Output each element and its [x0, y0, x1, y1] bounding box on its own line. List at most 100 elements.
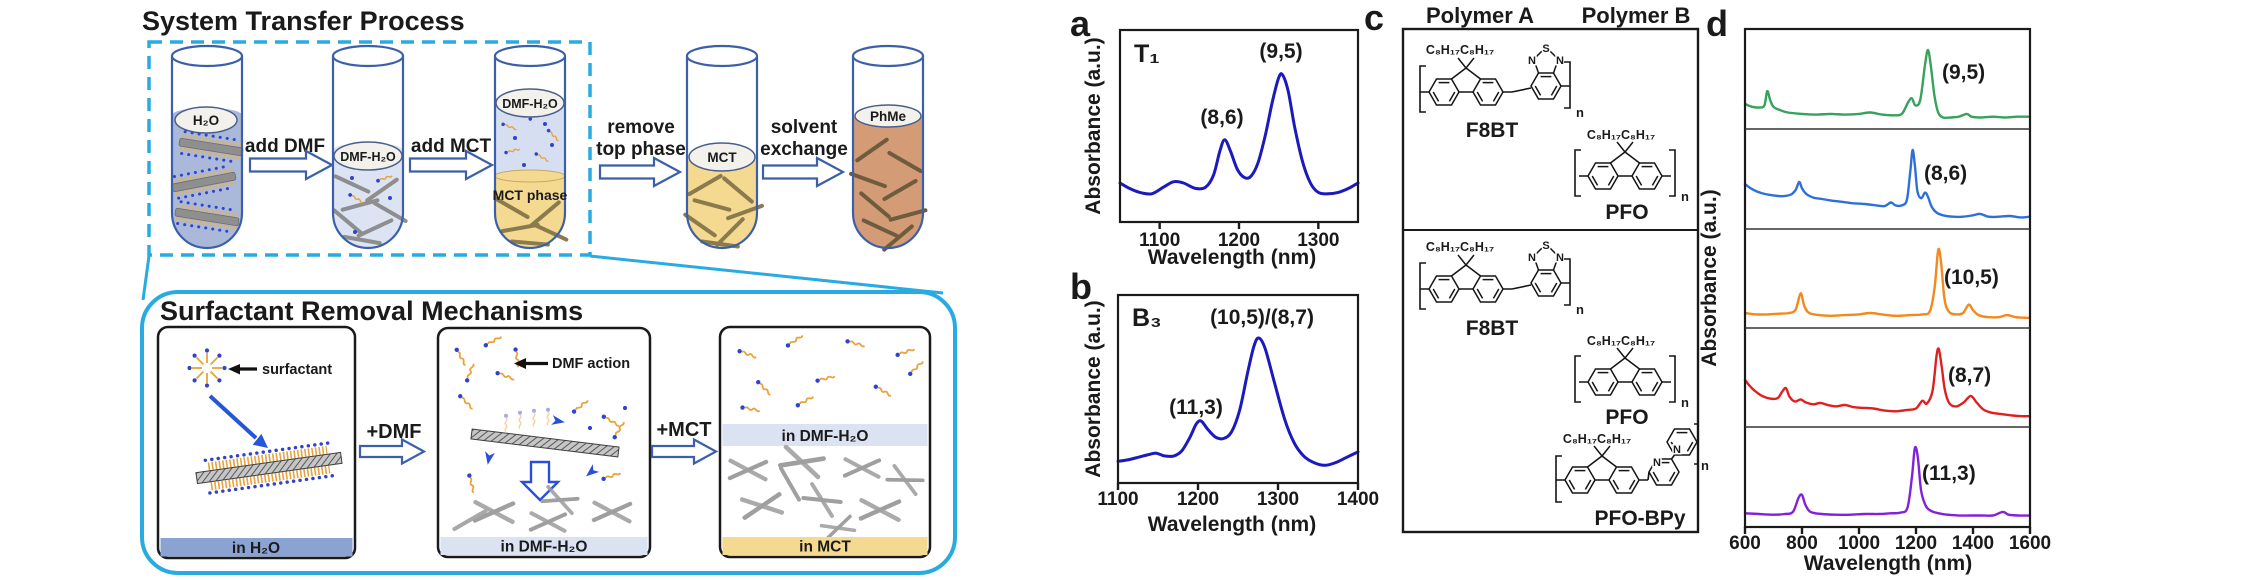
spectrum-curve-(11,3)	[1743, 445, 2032, 517]
polymer-table-box	[1401, 27, 1700, 534]
solvent-label-line1: solvent	[771, 117, 838, 138]
xlabel-d: Wavelength (nm)	[1804, 552, 1972, 575]
step-plus-mct: +MCT	[650, 419, 719, 466]
transfer-title: System Transfer Process	[142, 6, 465, 36]
peak-label-95: (9,5)	[1259, 40, 1302, 63]
band1-label: in H₂O	[232, 540, 280, 557]
tick-label: 1100	[1097, 489, 1138, 510]
panel-letter-c: c	[1364, 0, 1384, 38]
alkyl-label: C₈H₁₇C₈H₁₇	[1587, 128, 1655, 142]
tick-label: 1200	[1177, 489, 1219, 510]
tube-label-ellipse	[333, 141, 403, 171]
band3-bottom-label: in MCT	[799, 539, 851, 556]
ylabel-a: Absorbance (a.u.)	[1082, 37, 1105, 214]
alkyl-label: C₈H₁₇C₈H₁₇	[1426, 240, 1494, 254]
polymer-name-f8bt: F8BT	[1466, 119, 1519, 142]
tube-mct: MCT	[682, 44, 765, 250]
step-remove-top-phase: remove top phase	[596, 117, 686, 188]
band-dmf-top	[722, 424, 928, 446]
mechanism-box-dmf: DMF action in DMF-H	[436, 326, 652, 559]
remove-label-line1: remove	[607, 117, 675, 138]
tick-label: 1400	[1952, 533, 1994, 554]
xlabel-a: Wavelength (nm)	[1148, 246, 1316, 269]
tick-label: 1300	[1257, 489, 1299, 510]
subpanel-dividers	[1745, 128, 2030, 428]
plus-mct-label: +MCT	[657, 419, 712, 441]
tube-h2o: H₂O	[168, 44, 247, 250]
tick-label: 1000	[1838, 533, 1880, 554]
step-solvent-exchange: solvent exchange	[760, 117, 848, 188]
repeat-n: n	[1701, 458, 1709, 473]
peak-label-105-87: (10,5)/(8,7)	[1210, 306, 1314, 329]
structure-f8bt-1: n C₈H₁₇C₈H₁₇ F8BT	[1419, 43, 1584, 142]
mechanisms-title: Surfactant Removal Mechanisms	[160, 296, 583, 326]
solvent-label-line2: exchange	[760, 139, 848, 160]
tube-label-ellipse	[174, 106, 238, 134]
spectrum-b-curve	[1116, 336, 1360, 467]
polymer-name-f8bt: F8BT	[1466, 317, 1519, 340]
band-h2o	[160, 538, 353, 557]
chirality-label-86: (8,6)	[1924, 162, 1967, 185]
callout-lines	[141, 254, 944, 301]
axis-d: 600 800 1000 1200 1400 1600	[1729, 527, 2051, 554]
tick-label: 800	[1786, 533, 1818, 554]
right-arrow-icon	[358, 437, 427, 466]
plot-box-d	[1743, 27, 2032, 529]
structure-pfo-2: n C₈H₁₇C₈H₁₇ PFO	[1574, 334, 1689, 429]
header-polymer-a: Polymer A	[1426, 3, 1534, 28]
free-surfactant	[346, 173, 394, 234]
repeat-n: n	[1681, 189, 1689, 204]
chirality-label-95: (9,5)	[1942, 61, 1985, 84]
band-mct	[722, 537, 928, 555]
step-plus-dmf: +DMF	[358, 421, 427, 466]
ylabel-d: Absorbance (a.u.)	[1698, 189, 1721, 366]
band2-label: in DMF-H₂O	[501, 539, 588, 556]
axis-a: 1100 1200 1300	[1139, 222, 1339, 251]
step-add-mct: add MCT	[408, 136, 495, 181]
surfactant-label: surfactant	[262, 362, 332, 378]
spectrum-curve-(8,6)	[1743, 148, 2032, 219]
panel-letter-d: d	[1706, 3, 1728, 44]
tube-label-ellipse	[854, 104, 922, 128]
spectrum-curve-(9,5)	[1743, 48, 2032, 120]
polymer-name-pfo: PFO	[1605, 201, 1648, 224]
plus-dmf-label: +DMF	[367, 421, 422, 443]
sample-label-b3: B₃	[1132, 304, 1162, 332]
step-add-dmf: add DMF	[245, 136, 335, 181]
chirality-label-87: (8,7)	[1948, 364, 1991, 387]
alkyl-label: C₈H₁₇C₈H₁₇	[1426, 43, 1494, 57]
band3-top-label: in DMF-H₂O	[782, 428, 869, 445]
tube-two-phase: DMF-H₂O MCT phase	[493, 44, 569, 250]
remove-label-line2: top phase	[596, 139, 686, 160]
mechanism-box-phases: in DMF-H₂O in MCT	[718, 325, 932, 559]
ylabel-b: Absorbance (a.u.)	[1082, 300, 1105, 477]
spectrum-curve-B₃	[1116, 336, 1360, 467]
atom-n: N	[1673, 444, 1681, 456]
repeat-n: n	[1576, 302, 1584, 317]
chirality-label-113: (11,3)	[1922, 462, 1976, 485]
tube3-top-label: DMF-H₂O	[502, 97, 558, 111]
right-arrow-icon	[408, 149, 495, 181]
axis-b: 1100 1200 1300 1400	[1097, 483, 1379, 510]
panel-letter-a: a	[1070, 3, 1091, 44]
tube3-bottom-label: MCT phase	[493, 187, 568, 203]
blue-arrow	[208, 394, 258, 440]
panel-letter-b: b	[1070, 266, 1092, 307]
coated-nanotubes	[168, 129, 247, 235]
header-polymer-b: Polymer B	[1582, 3, 1691, 28]
right-arrow-icon	[598, 156, 683, 188]
bare-nanotube	[470, 428, 620, 458]
add-mct-label: add MCT	[411, 136, 492, 157]
spectrum-a-curve	[1118, 72, 1360, 196]
dmf-action-label: DMF action	[552, 356, 630, 372]
plot-box-b	[1116, 293, 1360, 485]
spectrum-curve-(8,7)	[1743, 347, 2032, 418]
transfer-dashed-box	[147, 40, 592, 257]
alkyl-label: C₈H₁₇C₈H₁₇	[1587, 334, 1655, 348]
left-arrow-icon	[514, 358, 526, 369]
tick-label: 1300	[1297, 230, 1339, 251]
structure-pfo-1: n C₈H₁₇C₈H₁₇ PFO	[1574, 128, 1689, 224]
spectrum-curve-(10,5)	[1743, 247, 2032, 320]
peak-label-113: (11,3)	[1169, 396, 1223, 419]
